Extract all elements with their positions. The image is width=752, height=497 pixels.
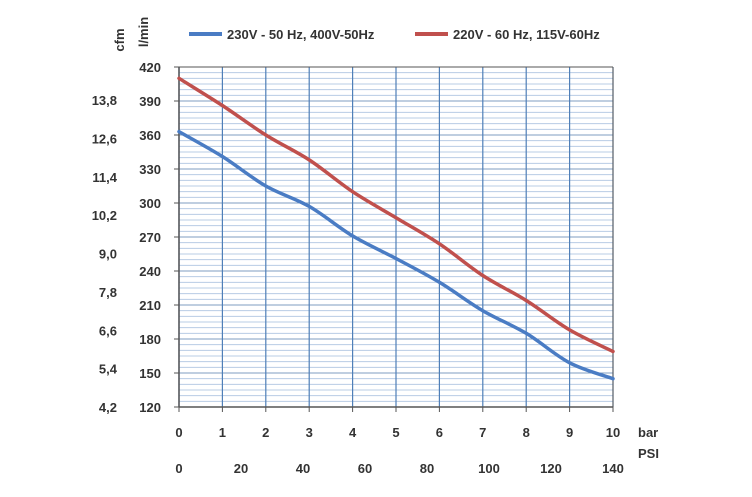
y-tick-label-cfm: 13,8 <box>92 93 117 108</box>
x-tick-label-bar: 4 <box>349 425 357 440</box>
x-tick-label-bar: 7 <box>479 425 486 440</box>
x-tick-label-psi: 120 <box>540 461 562 476</box>
y-tick-label-lmin: 240 <box>139 264 161 279</box>
y-unit-label-primary: l/min <box>136 17 151 47</box>
y-tick-label-cfm: 4,2 <box>99 400 117 415</box>
x-tick-label-bar: 2 <box>262 425 269 440</box>
y-tick-label-lmin: 270 <box>139 230 161 245</box>
x-tick-label-bar: 10 <box>606 425 620 440</box>
legend-label-series-2: 220V - 60 Hz, 115V-60Hz <box>453 27 600 42</box>
y-tick-label-lmin: 210 <box>139 298 161 313</box>
y-tick-label-cfm: 7,8 <box>99 285 117 300</box>
series-lines <box>177 76 615 381</box>
x-tick-label-bar: 3 <box>306 425 313 440</box>
x-tick-label-psi: 80 <box>420 461 434 476</box>
x-tick-label-bar: 0 <box>175 425 182 440</box>
x-unit-label-primary: bar <box>638 425 658 440</box>
y-tick-label-cfm: 10,2 <box>92 208 117 223</box>
x-tick-label-bar: 5 <box>392 425 399 440</box>
x-unit-label-secondary: PSI <box>638 446 659 461</box>
x-tick-label-psi: 60 <box>358 461 372 476</box>
series-line-2 <box>177 76 615 354</box>
y-tick-label-cfm: 9,0 <box>99 247 117 262</box>
x-tick-label-psi: 20 <box>234 461 248 476</box>
x-tick-label-psi: 100 <box>478 461 500 476</box>
x-tick-label-psi: 140 <box>602 461 624 476</box>
y-tick-label-lmin: 360 <box>139 128 161 143</box>
y-tick-label-cfm: 11,4 <box>92 170 117 185</box>
y-tick-label-lmin: 150 <box>139 366 161 381</box>
x-tick-label-bar: 9 <box>566 425 573 440</box>
y-unit-label-secondary: cfm <box>112 28 127 51</box>
y-tick-label-lmin: 330 <box>139 162 161 177</box>
legend-label-series-1: 230V - 50 Hz, 400V-50Hz <box>227 27 375 42</box>
x-tick-label-bar: 6 <box>436 425 443 440</box>
y-tick-label-lmin: 300 <box>139 196 161 211</box>
x-tick-label-psi: 0 <box>175 461 182 476</box>
y-tick-label-lmin: 120 <box>139 400 161 415</box>
x-tick-label-bar: 8 <box>523 425 530 440</box>
y-tick-label-cfm: 12,6 <box>92 131 117 146</box>
tick-labels: 1201501802102402703003303603904204,25,46… <box>92 60 624 476</box>
grid <box>178 66 614 408</box>
y-tick-label-cfm: 6,6 <box>99 323 117 338</box>
y-tick-label-lmin: 390 <box>139 94 161 109</box>
y-tick-label-lmin: 180 <box>139 332 161 347</box>
x-tick-label-bar: 1 <box>219 425 226 440</box>
y-tick-label-lmin: 420 <box>139 60 161 75</box>
series-line-1 <box>177 129 615 381</box>
y-tick-label-cfm: 5,4 <box>99 362 118 377</box>
x-tick-label-psi: 40 <box>296 461 310 476</box>
legend: 230V - 50 Hz, 400V-50Hz 220V - 60 Hz, 11… <box>189 27 600 42</box>
